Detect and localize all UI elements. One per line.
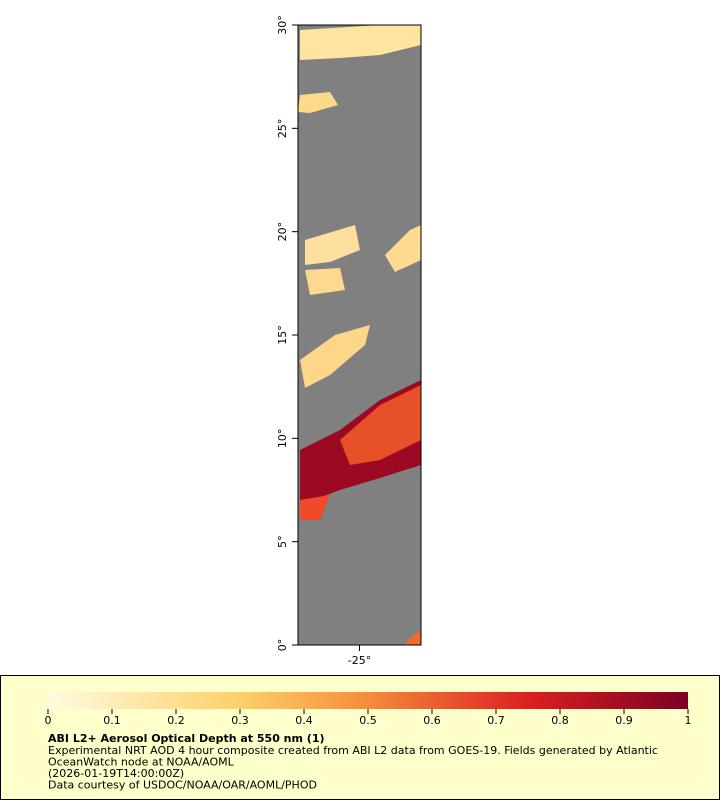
y-tick-label: 15° [276,325,289,345]
y-tick-label: 0° [276,639,289,652]
legend-line: Experimental NRT AOD 4 hour composite cr… [48,744,658,757]
colorbar-tick-label: 0.5 [359,714,377,727]
y-tick-label: 30° [276,15,289,35]
y-tick-label: 5° [276,535,289,548]
legend-line: Data courtesy of USDOC/NOAA/OAR/AOML/PHO… [48,779,317,792]
colorbar [48,692,688,709]
y-tick-label: 10° [276,429,289,449]
colorbar-tick-label: 0.6 [423,714,441,727]
colorbar-tick-label: 1 [685,714,692,727]
y-tick-label: 20° [276,222,289,242]
y-tick-label: 25° [276,119,289,139]
legend-line: OceanWatch node at NOAA/AOML [48,756,235,769]
colorbar-tick-label: 0.1 [103,714,121,727]
colorbar-tick-label: 0.7 [487,714,505,727]
legend-line: (2026-01-19T14:00:00Z) [48,767,184,780]
colorbar-tick-label: 0.9 [615,714,633,727]
colorbar-tick-label: 0.2 [167,714,185,727]
colorbar-tick-label: 0.3 [231,714,249,727]
colorbar-tick-label: 0 [45,714,52,727]
x-tick-label: -25° [348,654,371,667]
aod-raster [298,25,421,645]
colorbar-tick-label: 0.4 [295,714,313,727]
legend-title: ABI L2+ Aerosol Optical Depth at 550 nm … [48,732,325,745]
colorbar-tick-label: 0.8 [551,714,569,727]
